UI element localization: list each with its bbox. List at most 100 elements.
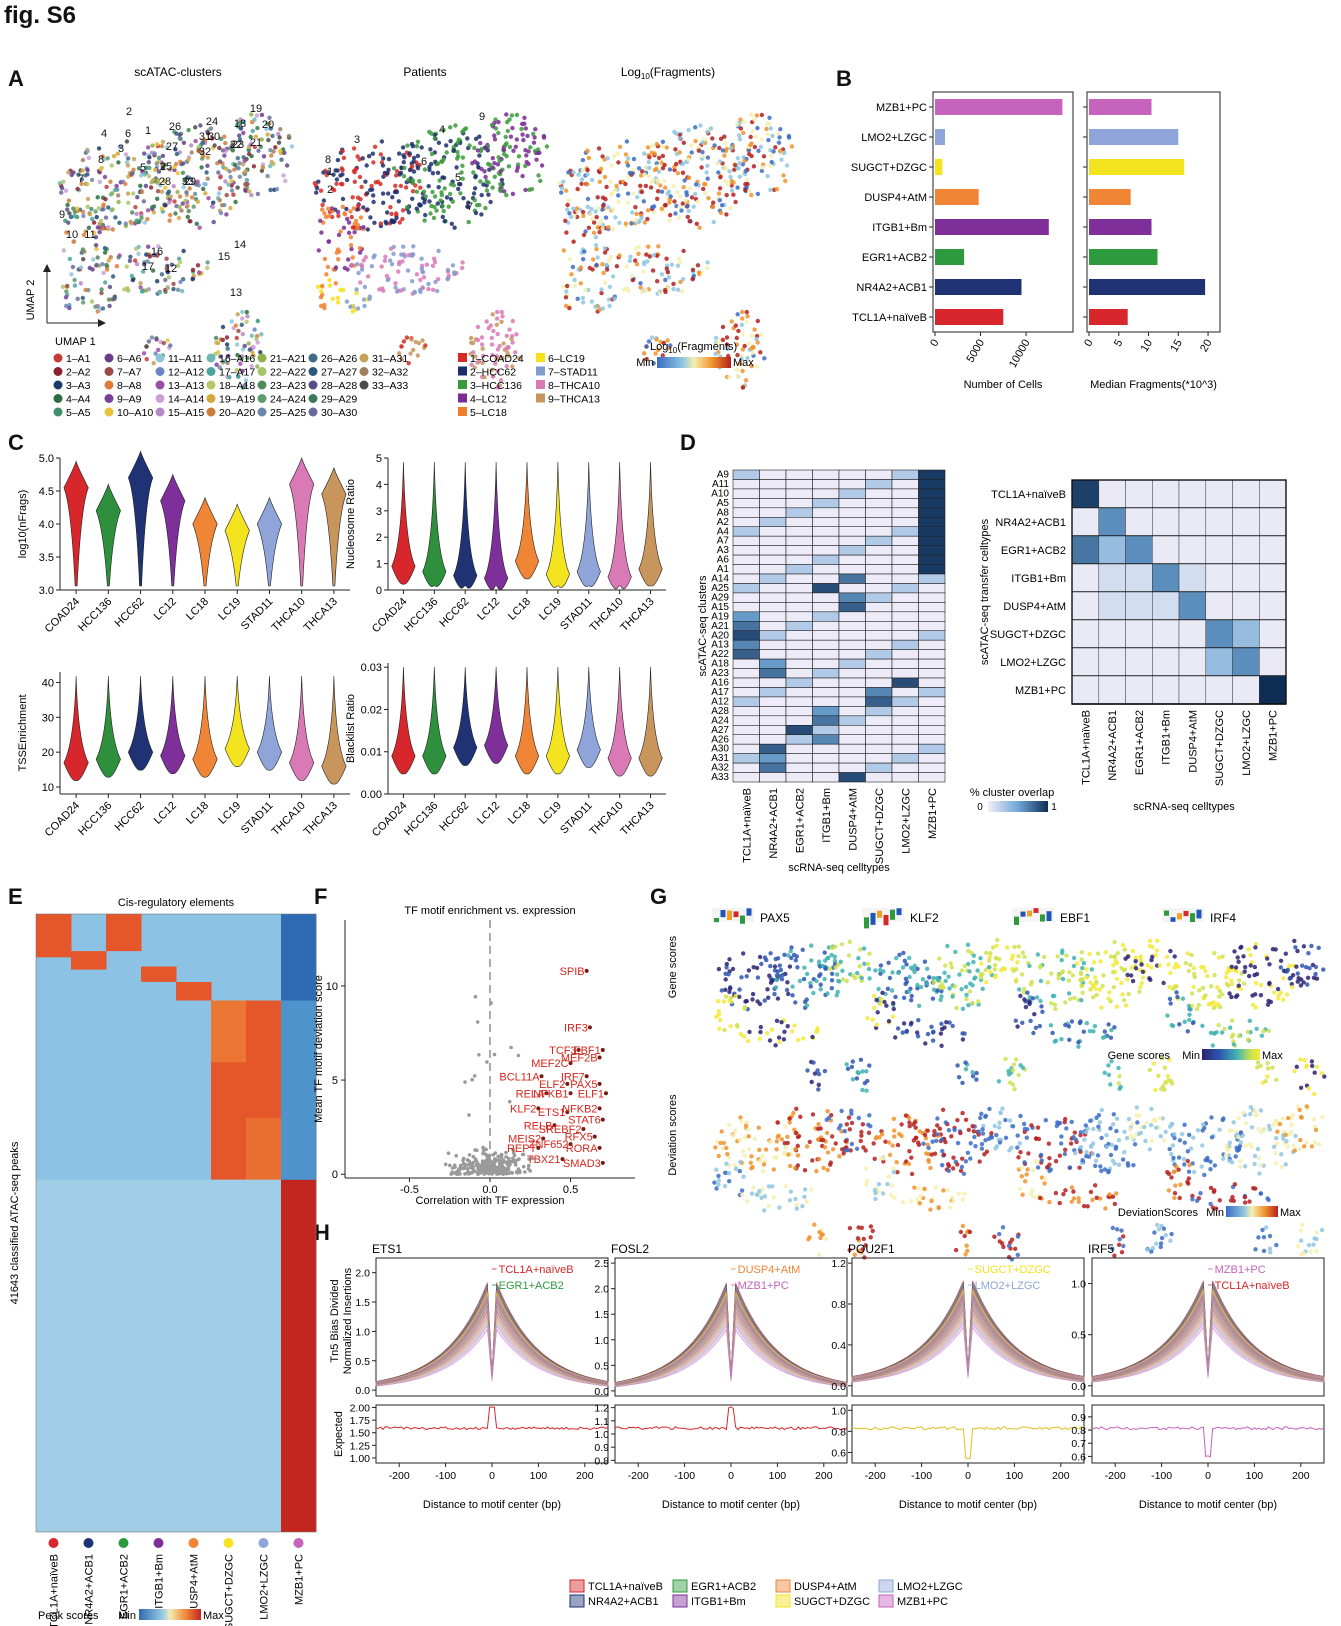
umap-point [227,169,232,174]
heatmap-cell [812,498,840,509]
heatmap-cell [1232,479,1260,509]
umap-point [1143,1138,1148,1144]
violin-xtick-label: COAD24 [43,800,83,840]
umap-point [918,984,924,990]
umap-point [1203,993,1208,998]
heatmap-cell [785,724,813,736]
umap-point [1079,957,1084,962]
umap-point [393,281,398,286]
umap-point [514,112,520,118]
umap-point [781,1037,787,1042]
heatmap-cell [865,639,893,651]
umap-point [1134,1105,1140,1110]
umap-point [963,984,969,990]
umap-point [1013,1057,1019,1062]
patient-legend-swatch [458,353,467,362]
bar-axis-title: Number of Cells [964,379,1043,391]
umap-point [693,138,698,144]
umap-point [1029,1123,1034,1128]
heatmap-cell [891,762,919,773]
heatmap-cell [812,753,840,764]
umap-point [1247,973,1252,979]
umap-point [237,161,242,166]
umap-cluster-label: 7 [78,173,84,185]
umap-point [330,186,335,192]
umap-point [221,359,227,364]
umap-point [228,205,233,211]
umap-point [429,161,434,167]
umap-point [581,300,586,305]
scatter-point [520,1152,525,1157]
umap-point [279,157,284,162]
umap-point [1077,1165,1082,1170]
violin [192,496,218,587]
heatmap-cell [732,734,760,745]
umap-point [1052,1039,1058,1044]
umap-point [722,1027,727,1033]
heatmap-cell [1232,507,1260,537]
umap-point [571,170,576,175]
umap-point [728,205,733,211]
umap-point [181,185,186,190]
heatmap-row-label: A26 [711,734,729,745]
heatmap-row-label: A14 [711,574,729,585]
heatmap-cell [812,526,840,537]
umap-point [1279,1164,1285,1170]
umap-point [139,173,144,178]
umap-point [1266,1028,1271,1034]
umap-point [480,360,485,366]
heatmap-cell [838,545,866,556]
heatmap-cell [918,564,946,575]
umap-point [939,1021,944,1026]
umap-point [396,351,402,356]
umap-point [680,170,686,175]
umap-point [481,182,486,187]
umap-point [777,148,783,154]
heatmap-cell [1259,675,1287,705]
scatter-point [505,1162,510,1166]
umap-point [804,1199,809,1204]
heatmap-cell [838,630,866,641]
umap-point [669,262,675,267]
umap-point [686,208,691,214]
umap-point [1229,1128,1234,1133]
umap-point [946,1162,951,1167]
umap-point [1104,1144,1110,1150]
umap-point [336,300,341,305]
violin [607,461,632,590]
umap-point [258,144,263,149]
umap-point [687,186,692,191]
scatter-point [443,1162,448,1167]
scatter-point [458,1163,463,1168]
violin-ytick-label: 40 [42,677,54,689]
umap-point [1252,972,1257,978]
umap-point [893,994,898,1000]
heatmap-cell [1205,507,1233,537]
bar [1089,249,1158,265]
umap-point [1078,1019,1083,1024]
umap-point [979,1111,984,1117]
umap-point [578,265,584,270]
umap-point [867,1063,872,1068]
violin-ylabel: Nucleosome Ratio [345,479,357,569]
umap-point [734,342,740,347]
bar [1089,129,1179,145]
umap-point [1236,1033,1242,1039]
heatmap-cell [759,526,787,537]
heatmap-cell [732,687,760,698]
umap-point [1279,1152,1284,1157]
umap-point [805,971,810,977]
umap-point [1147,1147,1153,1152]
umap-point [415,353,420,358]
umap-point [659,189,665,194]
cluster-legend-dot [257,353,267,363]
heatmap-column-label: MZB1+PC [294,1554,306,1605]
umap-point [477,153,482,158]
umap-point [778,967,784,973]
umap-point [685,203,690,208]
umap-point [749,1154,754,1159]
umap-point [401,174,407,179]
scatter-point [485,1156,490,1160]
cluster-legend-dot [104,394,114,403]
